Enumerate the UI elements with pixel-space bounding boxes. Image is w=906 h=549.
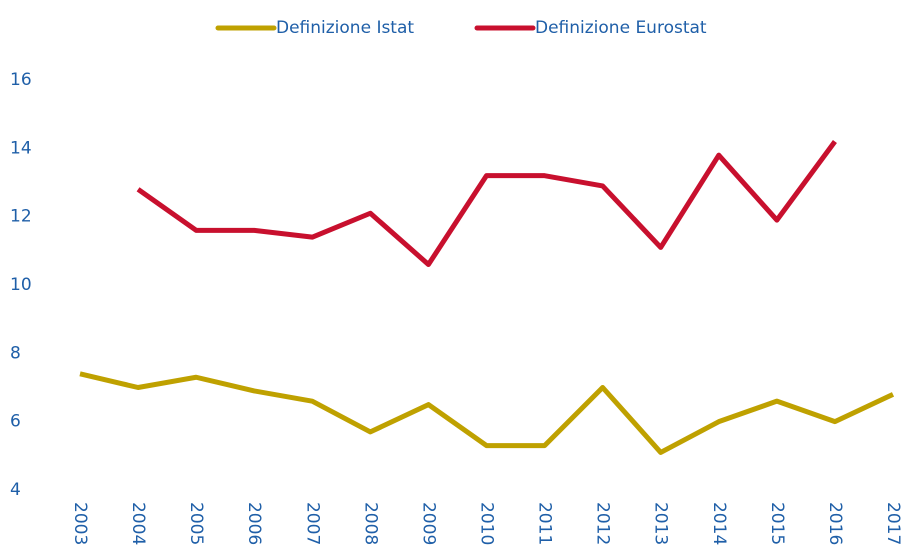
x-tick-label: 2014 xyxy=(709,502,729,545)
x-tick-label: 2003 xyxy=(70,502,90,545)
y-tick-label: 14 xyxy=(10,138,32,158)
y-tick-label: 12 xyxy=(10,207,32,227)
x-tick-label: 2005 xyxy=(186,502,206,545)
x-tick-label: 2008 xyxy=(360,502,380,545)
x-tick-label: 2013 xyxy=(651,502,671,545)
y-tick-label: 6 xyxy=(10,412,21,432)
x-tick-label: 2009 xyxy=(418,502,438,545)
y-tick-label: 8 xyxy=(10,343,21,363)
x-tick-label: 2015 xyxy=(767,502,787,545)
legend-label: Definizione Istat xyxy=(276,18,414,38)
x-tick-label: 2011 xyxy=(535,502,555,545)
y-tick-label: 10 xyxy=(10,275,32,295)
series-line xyxy=(136,140,837,267)
y-tick-label: 4 xyxy=(10,480,21,500)
legend-label: Definizione Eurostat xyxy=(535,18,707,38)
x-tick-label: 2006 xyxy=(244,502,264,545)
x-tick-label: 2004 xyxy=(128,502,148,545)
series-line xyxy=(79,371,895,455)
x-tick-label: 2010 xyxy=(477,502,497,545)
x-tick-label: 2007 xyxy=(302,502,322,545)
y-tick-label: 16 xyxy=(10,70,32,90)
x-tick-label: 2017 xyxy=(883,502,903,545)
x-tick-label: 2016 xyxy=(825,502,845,545)
x-tick-label: 2012 xyxy=(593,502,613,545)
